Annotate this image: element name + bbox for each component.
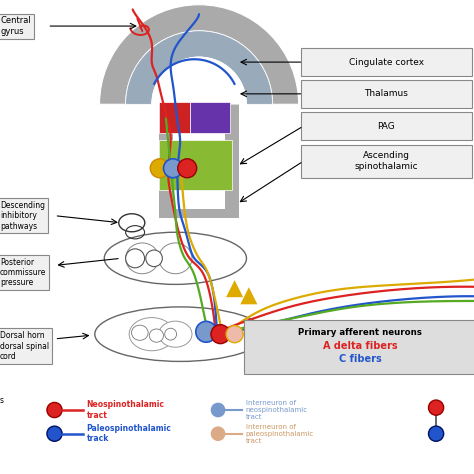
Ellipse shape [159,243,192,274]
Ellipse shape [131,325,148,340]
Text: Interneuron of
paleospinothalamic
tract: Interneuron of paleospinothalamic tract [246,424,314,444]
Circle shape [47,426,62,441]
Text: Descending
inhibitory
pathways: Descending inhibitory pathways [0,201,45,230]
Text: Thalamus: Thalamus [365,90,408,98]
Circle shape [211,325,230,344]
Circle shape [211,403,225,417]
Text: Ascending
spinothalamic: Ascending spinothalamic [355,152,418,171]
Circle shape [428,426,444,441]
Text: Posterior
commissure
pressure: Posterior commissure pressure [0,258,46,287]
Polygon shape [226,280,243,297]
Circle shape [428,400,444,415]
FancyBboxPatch shape [301,48,472,76]
Ellipse shape [149,329,164,342]
FancyBboxPatch shape [159,90,239,218]
FancyBboxPatch shape [159,102,190,133]
Circle shape [226,326,243,343]
Ellipse shape [146,250,162,266]
Ellipse shape [164,328,176,340]
Polygon shape [240,287,257,304]
FancyBboxPatch shape [244,320,474,374]
Wedge shape [152,57,246,104]
Circle shape [150,159,169,178]
Text: PAG: PAG [377,122,395,130]
Text: Neospinothalamic
tract: Neospinothalamic tract [87,401,165,419]
Ellipse shape [104,232,246,284]
Wedge shape [126,31,273,104]
Circle shape [47,402,62,418]
Text: Primary afferent neurons: Primary afferent neurons [298,328,422,337]
FancyBboxPatch shape [301,112,472,140]
Ellipse shape [159,321,192,347]
Text: s: s [0,396,4,405]
Text: Central
gyrus: Central gyrus [0,17,31,36]
Text: Dorsal horn
dorsal spinal
cord: Dorsal horn dorsal spinal cord [0,331,49,361]
FancyBboxPatch shape [159,140,232,190]
Ellipse shape [126,249,145,268]
Text: Interneuron of
neospinothalamic
tract: Interneuron of neospinothalamic tract [246,400,308,420]
FancyBboxPatch shape [301,80,472,108]
Text: Paleospinothalamic
track: Paleospinothalamic track [87,424,172,443]
Circle shape [178,159,197,178]
Text: A delta fibers: A delta fibers [323,341,398,351]
Ellipse shape [129,318,174,351]
Ellipse shape [126,243,159,274]
FancyBboxPatch shape [173,100,225,209]
Circle shape [196,321,217,342]
Circle shape [164,159,182,178]
Wedge shape [100,5,299,104]
FancyBboxPatch shape [190,102,230,133]
Text: C fibers: C fibers [339,354,382,365]
Text: Cingulate cortex: Cingulate cortex [349,58,424,66]
Circle shape [211,427,225,440]
FancyBboxPatch shape [301,145,472,178]
Ellipse shape [95,307,265,362]
